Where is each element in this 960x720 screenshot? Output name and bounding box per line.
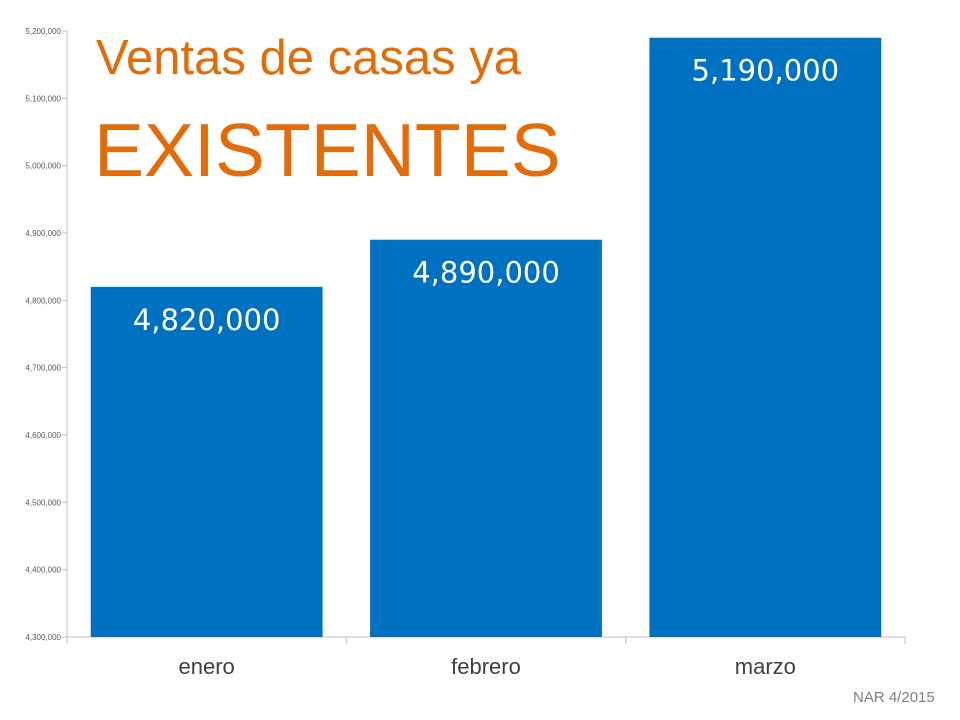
bar — [649, 37, 882, 637]
category-label: enero — [179, 654, 235, 679]
data-label: 4,820,000 — [133, 303, 281, 337]
category-labels: enero febrero marzo — [179, 654, 796, 679]
data-label: 4,890,000 — [412, 256, 560, 290]
chart-title-line2: EXISTENTES — [94, 108, 561, 192]
y-axis: 4,300,000 4,400,000 4,500,000 4,600,000 4,70… — [25, 27, 68, 642]
data-label: 5,190,000 — [692, 54, 840, 88]
category-label: febrero — [451, 654, 521, 679]
y-tick-label: 4,800,000 — [25, 296, 61, 305]
y-tick-label: 5,000,000 — [25, 162, 61, 171]
chart-title-line1: Ventas de casas ya — [96, 31, 521, 85]
y-tick-label: 4,700,000 — [25, 364, 61, 373]
source-note: NAR 4/2015 — [853, 689, 935, 706]
x-axis — [66, 636, 906, 644]
y-tick-label: 4,500,000 — [25, 498, 61, 507]
y-tick-label: 4,900,000 — [25, 229, 61, 238]
category-label: marzo — [735, 654, 796, 679]
bar — [90, 286, 323, 637]
y-tick-label: 4,400,000 — [25, 566, 61, 575]
y-tick-label: 5,200,000 — [25, 27, 61, 36]
y-tick-label: 4,300,000 — [25, 633, 61, 642]
bars — [90, 37, 882, 637]
y-tick-label: 4,600,000 — [25, 431, 61, 440]
data-labels: 4,820,000 4,890,000 5,190,000 — [133, 54, 839, 337]
y-tick-label: 5,100,000 — [25, 94, 61, 103]
bar — [370, 239, 602, 637]
